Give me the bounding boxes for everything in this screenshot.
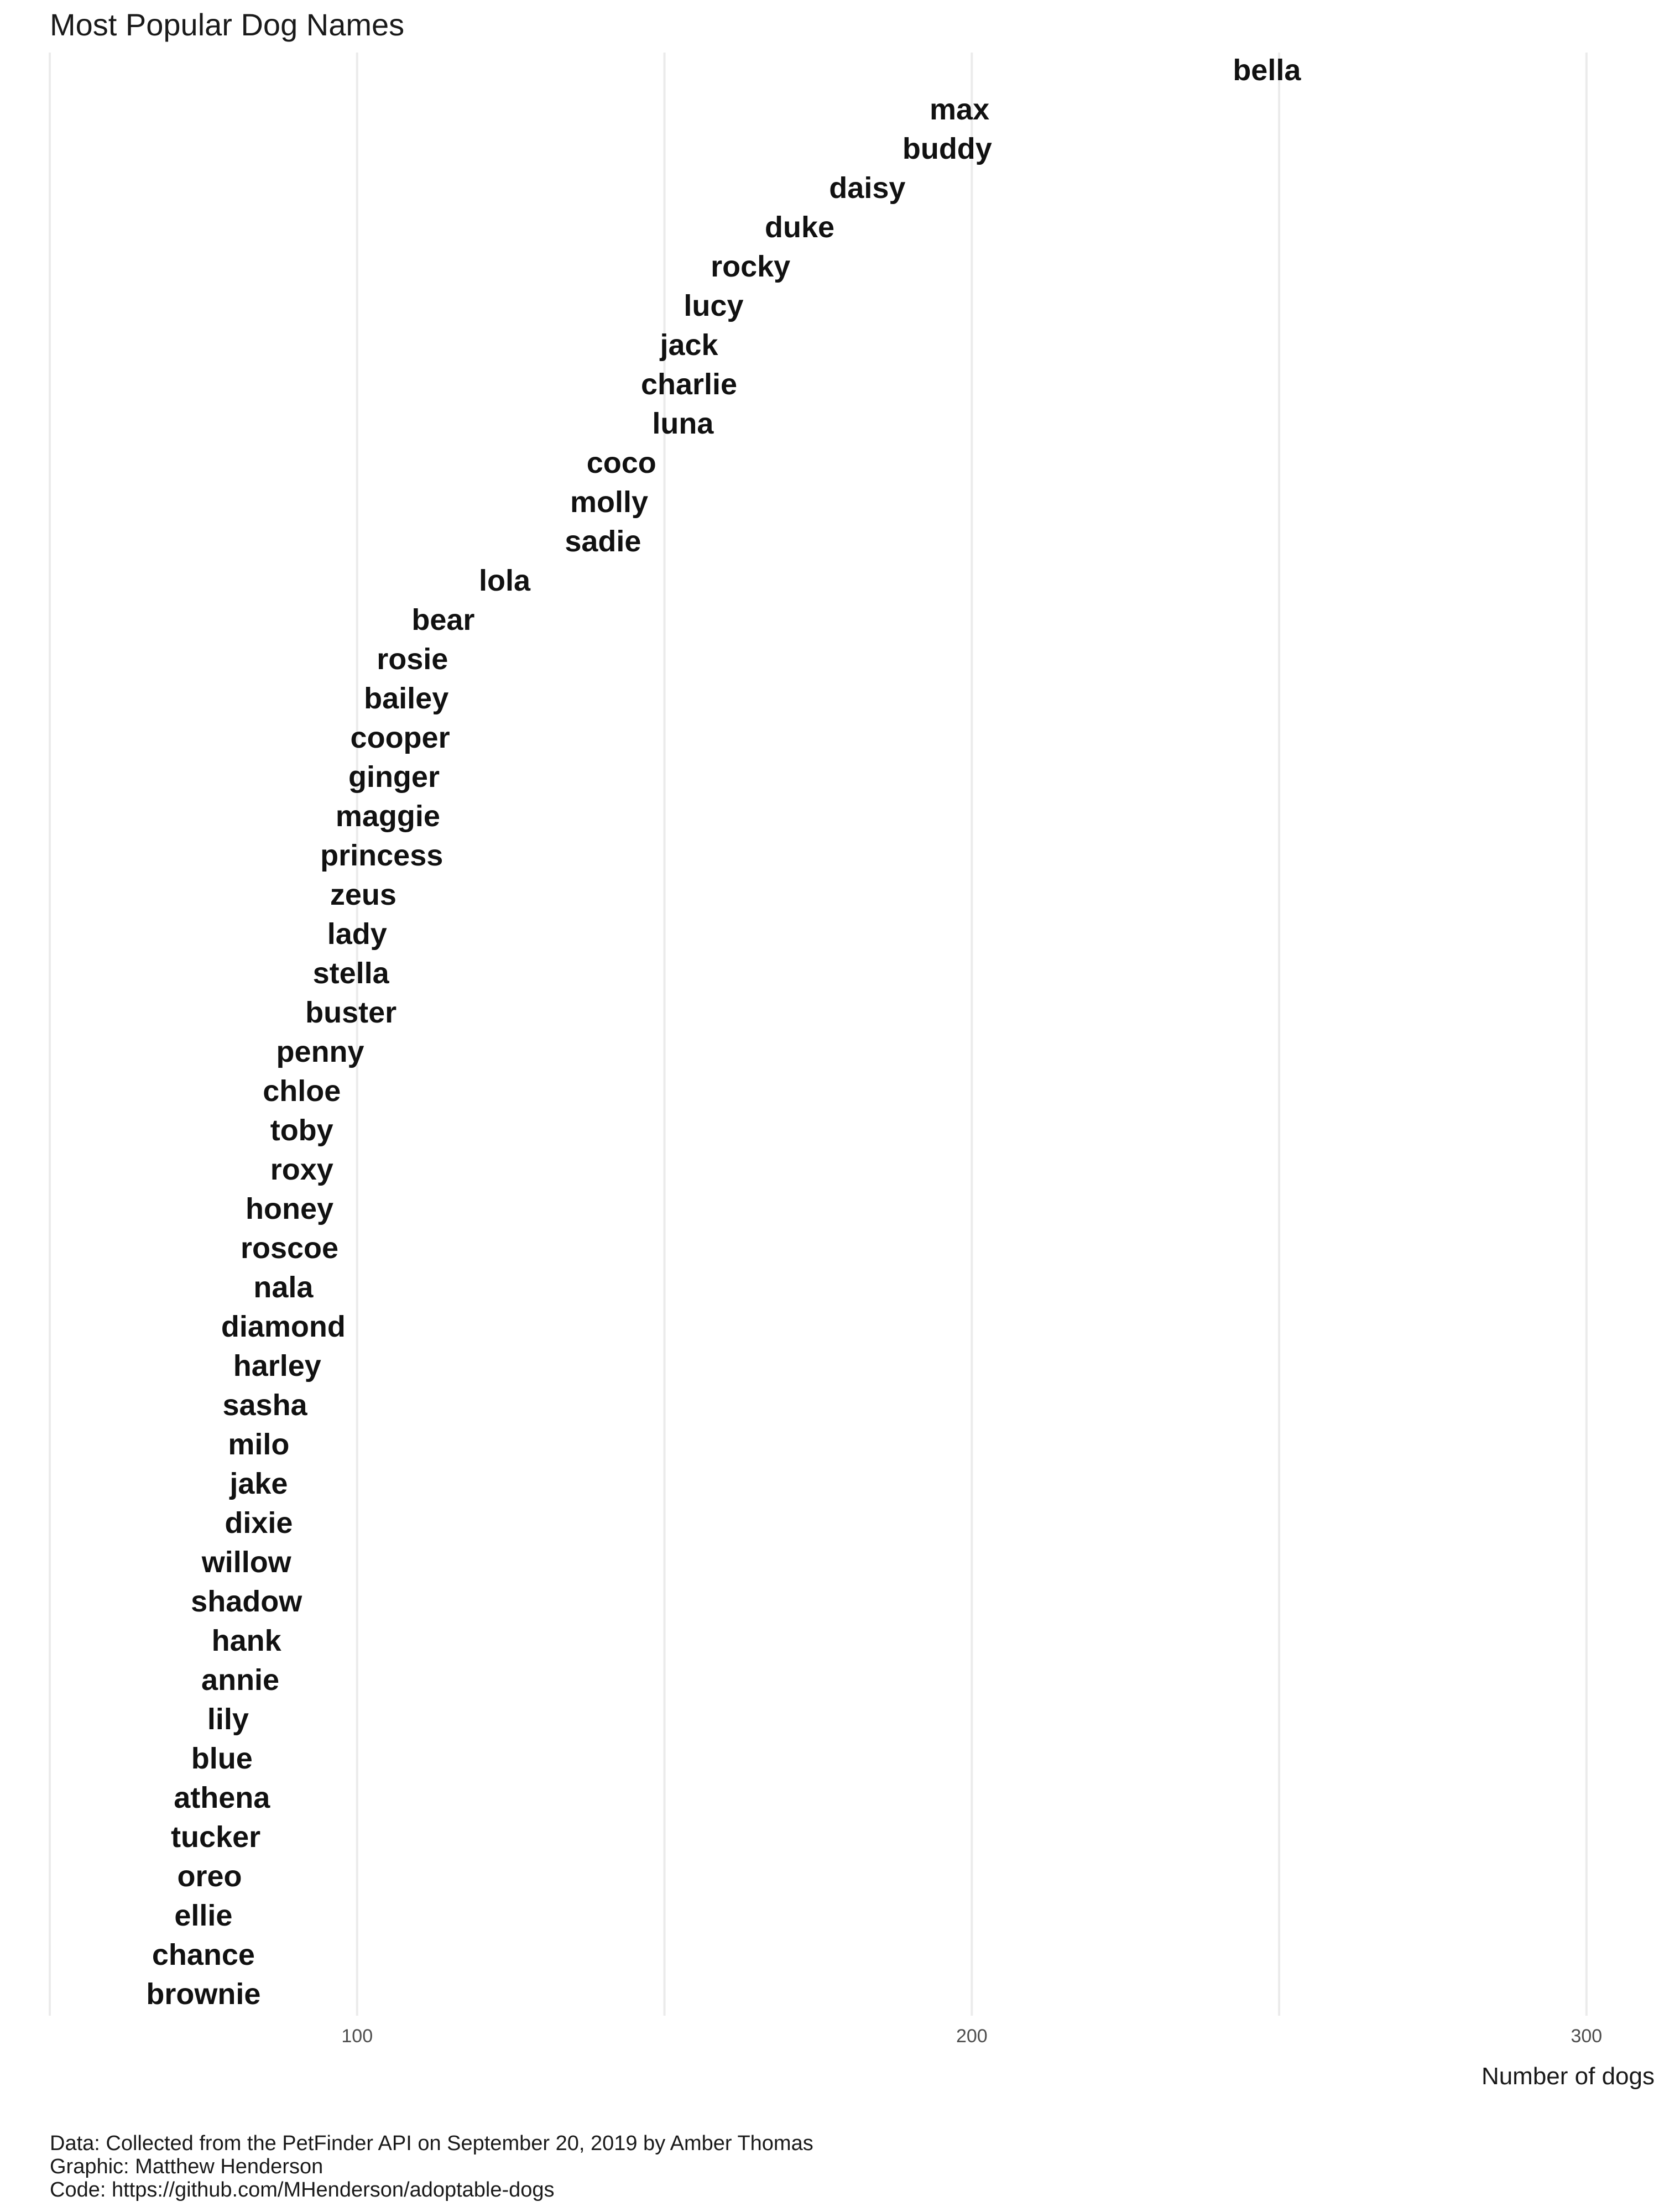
name-label-maggie: maggie — [336, 800, 440, 833]
name-label-luna: luna — [652, 407, 714, 440]
name-label-ginger: ginger — [348, 760, 440, 794]
name-label-roscoe: roscoe — [241, 1232, 338, 1265]
x-tick-label-300: 300 — [1571, 2026, 1602, 2047]
name-label-willow: willow — [201, 1546, 292, 1579]
name-label-harley: harley — [233, 1349, 321, 1383]
name-label-lady: lady — [327, 917, 387, 951]
name-label-hank: hank — [212, 1624, 282, 1657]
name-label-buster: buster — [305, 996, 397, 1029]
name-label-chloe: chloe — [263, 1074, 341, 1108]
name-label-sasha: sasha — [222, 1389, 307, 1422]
name-label-jack: jack — [659, 328, 718, 362]
name-label-charlie: charlie — [641, 368, 737, 401]
name-label-penny: penny — [276, 1035, 364, 1068]
name-label-molly: molly — [570, 486, 648, 519]
caption: Data: Collected from the PetFinder API o… — [50, 2132, 813, 2201]
name-label-rosie: rosie — [377, 643, 448, 676]
name-label-ellie: ellie — [174, 1899, 232, 1932]
name-label-annie: annie — [201, 1663, 279, 1697]
name-label-nala: nala — [253, 1271, 314, 1304]
name-label-jake: jake — [229, 1467, 288, 1500]
name-label-milo: milo — [228, 1428, 289, 1461]
x-axis-label: Number of dogs — [1481, 2063, 1655, 2090]
name-label-coco: coco — [587, 446, 656, 479]
x-tick-label-200: 200 — [956, 2026, 988, 2047]
name-label-shadow: shadow — [191, 1585, 302, 1618]
name-label-daisy: daisy — [829, 171, 905, 205]
name-label-blue: blue — [191, 1742, 253, 1775]
name-label-tucker: tucker — [171, 1820, 260, 1854]
name-label-brownie: brownie — [146, 1978, 260, 2011]
caption-code-link: Code: https://github.com/MHenderson/adop… — [50, 2178, 555, 2201]
name-label-dixie: dixie — [225, 1506, 293, 1540]
name-label-cooper: cooper — [351, 721, 450, 754]
name-label-honey: honey — [246, 1192, 333, 1225]
name-label-zeus: zeus — [330, 878, 397, 911]
caption-data-source: Data: Collected from the PetFinder API o… — [50, 2132, 813, 2155]
chart-title: Most Popular Dog Names — [50, 7, 405, 42]
name-label-bella: bella — [1233, 54, 1301, 87]
caption-graphic-credit: Graphic: Matthew Henderson — [50, 2155, 324, 2178]
dog-names-chart: 100 200 300 bella max buddy daisy duke rocky lucy… — [49, 53, 1602, 2047]
name-label-duke: duke — [765, 211, 834, 244]
name-label-roxy: roxy — [270, 1153, 333, 1186]
name-label-chance: chance — [152, 1938, 255, 1971]
name-label-princess: princess — [320, 839, 443, 872]
name-label-oreo: oreo — [177, 1860, 242, 1893]
name-label-bailey: bailey — [364, 682, 448, 715]
name-label-lily: lily — [207, 1703, 249, 1736]
name-label-rocky: rocky — [711, 250, 790, 283]
name-label-diamond: diamond — [221, 1310, 346, 1343]
name-label-max: max — [930, 93, 989, 126]
name-label-buddy: buddy — [902, 132, 992, 165]
name-label-bear: bear — [411, 603, 474, 637]
name-label-athena: athena — [174, 1781, 270, 1814]
name-label-lola: lola — [479, 564, 531, 597]
x-tick-label-100: 100 — [341, 2026, 373, 2047]
name-label-toby: toby — [270, 1114, 333, 1147]
name-label-stella: stella — [313, 957, 390, 990]
name-label-lucy: lucy — [684, 289, 743, 322]
name-label-sadie: sadie — [565, 525, 641, 558]
